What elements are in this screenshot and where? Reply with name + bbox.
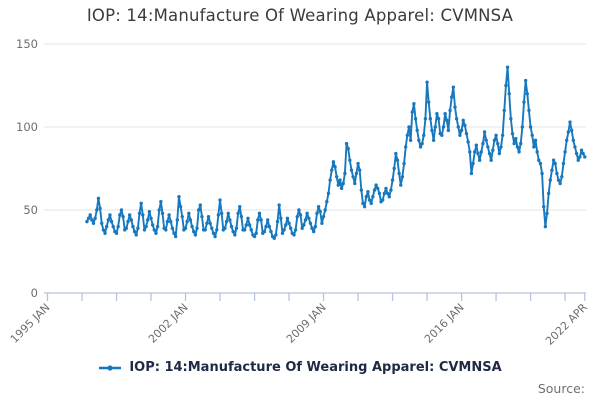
x-tick-label: 2002 JAN [146, 301, 191, 346]
x-tick-label: 2009 JAN [284, 301, 329, 346]
y-tick-label: 100 [16, 120, 38, 134]
source-label: Source: [537, 381, 585, 396]
line-chart: 0 50 100 150 1995 JAN 2002 JAN 2009 JAN 2016 JA… [8, 37, 590, 348]
y-tick-label: 0 [31, 286, 38, 300]
series-markers [85, 65, 587, 240]
x-tick-label: 2022 APR [543, 301, 590, 348]
legend-label: IOP: 14:Manufacture Of Wearing Apparel: … [129, 360, 502, 375]
chart-title: IOP: 14:Manufacture Of Wearing Apparel: … [86, 6, 514, 25]
x-tick-label: 2016 JAN [422, 301, 467, 346]
series-line [85, 66, 586, 240]
x-tick-label: 1995 JAN [8, 301, 53, 346]
y-tick-label: 50 [23, 203, 38, 217]
legend-item[interactable]: IOP: 14:Manufacture Of Wearing Apparel: … [98, 360, 502, 375]
y-tick-label: 150 [16, 37, 38, 51]
legend: IOP: 14:Manufacture Of Wearing Apparel: … [0, 360, 600, 375]
legend-line-marker [99, 364, 122, 371]
